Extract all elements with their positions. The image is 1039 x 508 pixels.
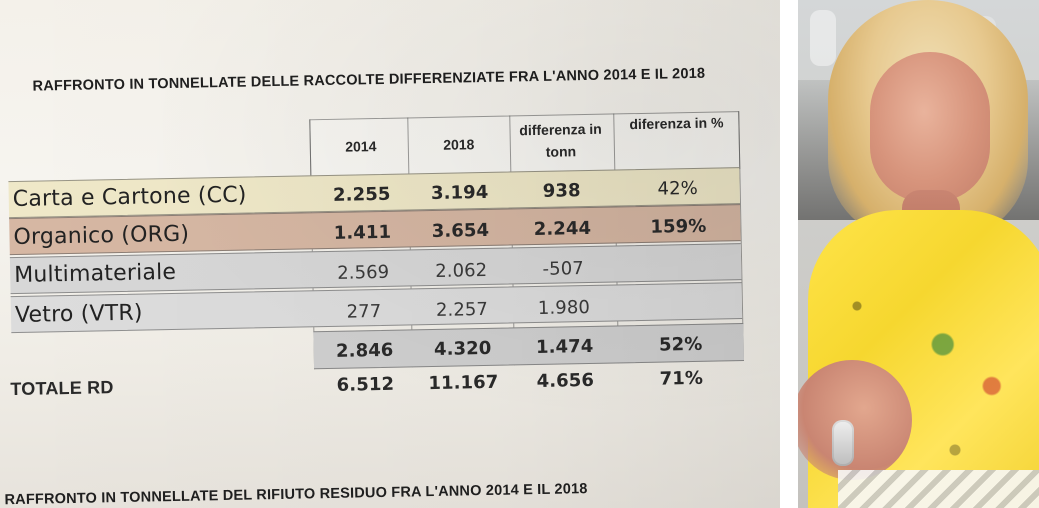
total-rd-label: TOTALE RD bbox=[10, 377, 114, 400]
subtotal-difference-tonnes: 1.474 bbox=[535, 335, 594, 359]
person-face bbox=[870, 52, 990, 202]
cell-2018: 2.257 bbox=[435, 298, 489, 321]
cell-2018: 2.062 bbox=[435, 259, 488, 282]
row-label-carta-cartone: Carta e Cartone (CC) bbox=[12, 182, 247, 213]
row-label-multimateriale: Multimateriale bbox=[13, 259, 177, 289]
header-difference-tonnes: differenza in tonn bbox=[519, 120, 602, 160]
row-label-vetro: Vetro (VTR) bbox=[14, 300, 143, 329]
subtotal-2018: 4.320 bbox=[433, 337, 492, 360]
cell-difference-tonnes: 938 bbox=[542, 180, 581, 202]
paper-surface: RAFFRONTO IN TONNELLATE DELLE RACCOLTE D… bbox=[4, 66, 745, 508]
cell-2014: 277 bbox=[346, 300, 382, 323]
comparison-table: 2014 2018 differenza in tonn diferenza i… bbox=[8, 111, 745, 400]
cell-difference-tonnes: 2.244 bbox=[533, 217, 592, 241]
cell-difference-percent: 42% bbox=[657, 177, 699, 200]
striped-fabric bbox=[838, 470, 1039, 508]
header-difference-percent: diferenza in % bbox=[629, 114, 724, 133]
cell-difference-tonnes: -507 bbox=[542, 258, 585, 280]
row-label-organico: Organico (ORG) bbox=[13, 221, 190, 251]
total-2018: 11.167 bbox=[428, 371, 499, 395]
total-2014: 6.512 bbox=[336, 373, 395, 396]
header-2018: 2018 bbox=[443, 136, 475, 153]
total-difference-tonnes: 4.656 bbox=[536, 369, 595, 393]
cell-2018: 3.194 bbox=[430, 181, 489, 205]
person-arm bbox=[798, 360, 912, 480]
bracelet bbox=[832, 420, 854, 466]
background-glassware bbox=[810, 10, 836, 66]
total-difference-percent: 71% bbox=[659, 367, 704, 390]
cell-2014: 1.411 bbox=[333, 221, 392, 244]
cell-difference-percent: 159% bbox=[650, 215, 707, 238]
subtotal-2014: 2.846 bbox=[335, 339, 394, 362]
cell-2014: 2.569 bbox=[337, 261, 390, 284]
header-2014: 2014 bbox=[345, 138, 377, 155]
subtotal-difference-percent: 52% bbox=[658, 333, 703, 356]
portrait-photo bbox=[798, 0, 1039, 508]
cell-difference-tonnes: 1.980 bbox=[537, 296, 591, 319]
image-separator bbox=[780, 0, 798, 508]
cell-2014: 2.255 bbox=[332, 183, 391, 206]
cell-2018: 3.654 bbox=[431, 219, 490, 242]
document-photo: RAFFRONTO IN TONNELLATE DELLE RACCOLTE D… bbox=[0, 0, 780, 508]
